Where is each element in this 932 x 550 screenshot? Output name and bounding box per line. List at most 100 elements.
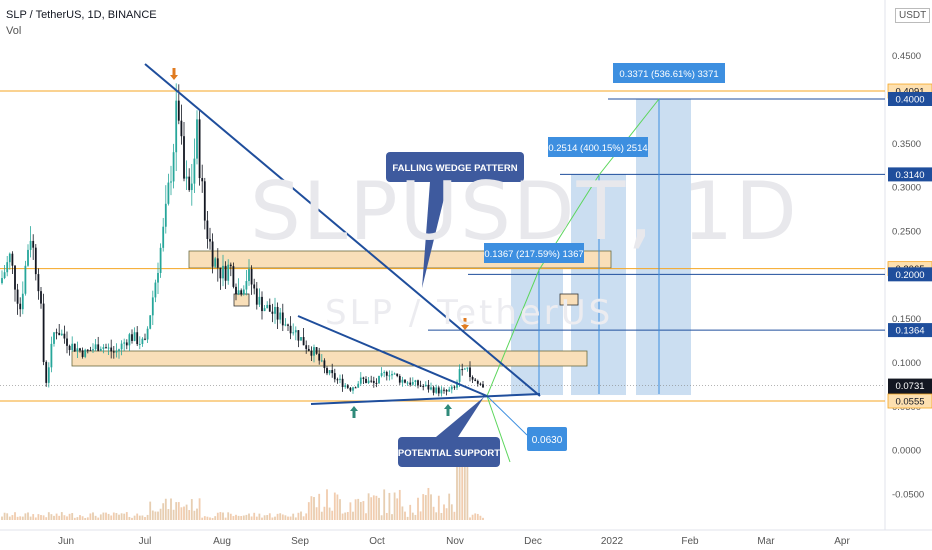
candle-body (422, 386, 425, 388)
candle-body (175, 100, 178, 153)
target-label-text: 0.2514 (400.15%) 2514 (548, 143, 647, 154)
chart-header-symbol[interactable]: SLP / TetherUS, 1D, BINANCE (6, 9, 157, 21)
volume-bar (183, 506, 185, 520)
candle-body (461, 369, 464, 371)
candle-body (242, 289, 245, 295)
candle-body (448, 389, 451, 392)
volume-bar (76, 517, 79, 520)
volume-bar (339, 499, 341, 520)
candle-body (463, 368, 466, 370)
candle-body (315, 347, 318, 354)
volume-bar (219, 512, 222, 520)
candle-body (81, 350, 84, 357)
volume-bar (68, 513, 71, 520)
candle-body (240, 290, 243, 295)
candle-body (401, 379, 404, 383)
candle-body (45, 361, 48, 383)
candle-body (1, 278, 3, 284)
candle-body (232, 266, 235, 287)
candle-body (216, 258, 219, 268)
axis-price-label: 0.0731 (888, 378, 932, 393)
volume-bar (190, 499, 193, 520)
candle-body (73, 343, 76, 352)
volume-bar (198, 498, 201, 520)
volume-bar (47, 512, 50, 520)
candle-body (196, 119, 198, 159)
volume-bar (14, 512, 16, 520)
candle-body (136, 332, 139, 345)
volume-bar (378, 497, 380, 520)
volume-bar (409, 504, 412, 520)
candle-body (266, 304, 269, 309)
volume-bar (245, 514, 248, 520)
candle-body (170, 181, 172, 183)
candle-body (279, 312, 282, 320)
volume-indicator-label[interactable]: Vol (6, 25, 22, 37)
candle-body (37, 274, 40, 292)
currency-badge[interactable]: USDT (895, 8, 931, 23)
candle-body (146, 328, 149, 340)
candle-body (27, 249, 29, 266)
volume-bar (180, 507, 183, 520)
volume-bar (40, 515, 42, 520)
falling-wedge-pointer (422, 182, 448, 288)
volume-bar (398, 489, 401, 520)
volume-bar (274, 516, 276, 520)
downside-target-line (486, 395, 528, 436)
volume-bar (235, 514, 237, 520)
candle-body (437, 387, 440, 394)
candle-body (370, 380, 373, 382)
volume-bar (456, 460, 458, 520)
wedge-lower-line (310, 393, 541, 405)
candle-body (466, 367, 469, 369)
volume-bar (45, 517, 48, 520)
axis-price-label-text: 0.2000 (895, 270, 924, 281)
volume-bar (463, 460, 466, 520)
candle-body (339, 378, 341, 380)
volume-bar (185, 504, 188, 520)
candle-body (292, 332, 295, 334)
volume-bar (471, 514, 474, 520)
candle-body (3, 272, 6, 279)
volume-bar (50, 514, 53, 520)
candle-body (313, 347, 315, 356)
candle-body (118, 349, 120, 352)
candle-body (417, 380, 419, 386)
candle-body (11, 253, 14, 266)
candle-body (341, 378, 344, 387)
candle-body (144, 338, 146, 340)
volume-bar (419, 511, 422, 520)
candle-body (388, 375, 391, 377)
candle-body (206, 220, 209, 239)
candle-body (32, 240, 35, 248)
volume-bar (385, 512, 388, 520)
volume-bar (469, 517, 471, 520)
axis-price-label: 0.3140 (888, 167, 932, 182)
volume-bar (237, 515, 240, 520)
candle-body (133, 332, 136, 341)
volume-bar (92, 512, 94, 520)
candle-body (450, 386, 453, 390)
volume-bar (281, 514, 284, 520)
volume-bar (430, 494, 432, 520)
volume-bar (450, 504, 453, 520)
x-tick-label: Oct (369, 536, 385, 547)
volume-bar (370, 497, 373, 520)
candle-body (476, 380, 479, 384)
candle-body (458, 369, 461, 382)
volume-bar (307, 502, 310, 520)
volume-bar (404, 511, 406, 520)
volume-bar (229, 513, 232, 520)
volume-bar (341, 513, 344, 520)
candle-body (8, 253, 11, 263)
candle-body (222, 265, 224, 279)
candle-body (398, 376, 401, 383)
candle-body (198, 119, 201, 179)
candle-body (237, 290, 240, 295)
volume-bar (352, 511, 354, 520)
candle-body (396, 373, 399, 377)
candle-body (110, 347, 113, 352)
candle-body (151, 297, 154, 316)
candle-body (21, 293, 24, 310)
